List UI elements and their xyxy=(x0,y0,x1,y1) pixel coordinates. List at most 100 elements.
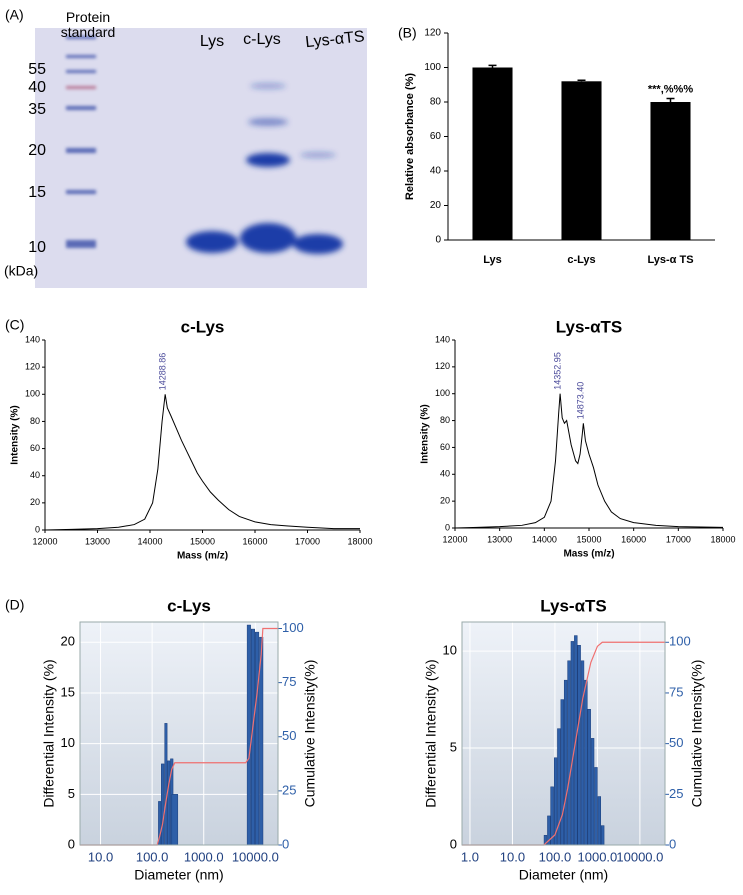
unit-label: (kDa) xyxy=(4,263,38,279)
y-axis-label: Differential Intensity (%) xyxy=(423,659,439,807)
peak-label: 14352.95 xyxy=(552,352,562,390)
x-tick-label: Lys-α TS xyxy=(647,254,693,266)
peak-label: 14288.86 xyxy=(158,353,168,391)
y-tick-label: 100 xyxy=(424,62,441,73)
x-tick-label: 15000 xyxy=(576,534,601,544)
chart-title: c-Lys xyxy=(167,596,211,615)
chart-title: Lys-αTS xyxy=(540,596,607,615)
x-axis-label: Mass (m/z) xyxy=(177,551,228,562)
panel-label: (D) xyxy=(5,597,24,613)
gel-image xyxy=(35,28,367,288)
bar xyxy=(567,660,571,846)
x-tick-label: 16000 xyxy=(242,536,267,546)
bar xyxy=(164,723,168,846)
x-tick-label: 18000 xyxy=(710,534,735,544)
y-tick-label: 40 xyxy=(440,469,450,479)
x-tick-label: c-Lys xyxy=(567,254,595,266)
y-tick-label: 80 xyxy=(430,97,442,108)
lane-label: c-Lys xyxy=(243,31,281,48)
y-tick-label: 80 xyxy=(30,416,40,426)
bar xyxy=(594,767,598,846)
bar xyxy=(563,679,568,846)
bar xyxy=(600,825,605,846)
y2-tick-label: 50 xyxy=(669,735,683,750)
x-tick-label: 18000 xyxy=(347,536,372,546)
x-tick-label: Lys xyxy=(483,254,502,266)
bar xyxy=(161,763,165,846)
y-tick-label: 0 xyxy=(35,524,40,534)
x-tick-label: 12000 xyxy=(32,536,57,546)
x-axis-label: Diameter (nm) xyxy=(134,867,223,883)
y2-axis-label: Cumulative Intensity(%) xyxy=(302,660,318,808)
y-tick-label: 140 xyxy=(435,334,450,344)
x-tick-label: 10.0 xyxy=(500,849,525,864)
y-tick-label: 20 xyxy=(440,496,450,506)
y2-tick-label: 0 xyxy=(282,836,289,851)
lane-label: Lys xyxy=(200,33,224,50)
marker-label: 40 xyxy=(28,79,46,96)
bar xyxy=(560,699,564,846)
marker-label: 35 xyxy=(28,101,46,118)
x-tick-label: 12000 xyxy=(442,534,467,544)
y-axis-label: Differential Intensity (%) xyxy=(41,659,57,807)
y2-tick-label: 75 xyxy=(669,684,683,699)
marker-label: 55 xyxy=(28,61,46,78)
cumulative-line xyxy=(462,641,665,846)
bar xyxy=(584,679,588,846)
y-tick-label: 60 xyxy=(430,131,442,142)
spectrum-line xyxy=(44,394,360,531)
error-bar xyxy=(666,97,675,102)
y2-tick-label: 50 xyxy=(282,728,296,743)
y-tick-label: 10 xyxy=(61,735,75,750)
x-tick-label: 100.0 xyxy=(136,849,169,864)
bar xyxy=(167,760,171,846)
bar xyxy=(570,641,575,846)
y-tick-label: 80 xyxy=(440,415,450,425)
y-tick-label: 60 xyxy=(440,442,450,452)
x-tick-label: 13000 xyxy=(487,534,512,544)
error-bar xyxy=(577,79,586,82)
bar xyxy=(246,624,251,846)
y-tick-label: 15 xyxy=(61,684,75,699)
y-tick-label: 40 xyxy=(430,166,442,177)
bar xyxy=(650,102,691,240)
y-tick-label: 0 xyxy=(445,522,450,532)
marker-label: 20 xyxy=(28,142,46,159)
x-tick-label: 100.0 xyxy=(539,849,572,864)
bar xyxy=(561,81,602,240)
x-tick-label: 17000 xyxy=(295,536,320,546)
error-bar xyxy=(488,64,497,68)
y2-axis-label: Cumulative Intensity(%) xyxy=(689,660,705,808)
bar xyxy=(255,631,260,846)
x-tick-label: 15000 xyxy=(190,536,215,546)
x-tick-label: 10000.0 xyxy=(616,849,663,864)
marker-label: 15 xyxy=(28,184,46,201)
y2-tick-label: 25 xyxy=(282,782,296,797)
y-tick-label: 120 xyxy=(25,362,40,372)
x-axis-label: Mass (m/z) xyxy=(563,549,614,560)
y-tick-label: 0 xyxy=(450,836,457,851)
y2-tick-label: 0 xyxy=(669,836,676,851)
y-tick-label: 5 xyxy=(450,739,457,754)
y-tick-label: 20 xyxy=(61,634,75,649)
bar xyxy=(590,738,595,846)
y2-tick-label: 75 xyxy=(282,674,296,689)
x-tick-label: 10000.0 xyxy=(232,849,279,864)
y-tick-label: 0 xyxy=(68,836,75,851)
y-tick-label: 120 xyxy=(424,28,441,39)
y-axis-label: Intensity (%) xyxy=(10,405,21,464)
peak-label: 14873.40 xyxy=(576,382,586,420)
chart-title: Lys-αTS xyxy=(556,317,623,336)
annotation: ***,%%% xyxy=(648,83,693,95)
bar xyxy=(171,794,179,846)
x-tick-label: 1000.0 xyxy=(184,849,224,864)
x-tick-label: 16000 xyxy=(621,534,646,544)
panel-label: (B) xyxy=(398,25,417,41)
panel-label: (C) xyxy=(5,317,24,333)
y-tick-label: 100 xyxy=(435,388,450,398)
bar xyxy=(587,709,591,846)
y-tick-label: 100 xyxy=(25,389,40,399)
y2-tick-label: 100 xyxy=(282,620,304,635)
y-axis-label: Relative absorbance (%) xyxy=(404,73,416,200)
